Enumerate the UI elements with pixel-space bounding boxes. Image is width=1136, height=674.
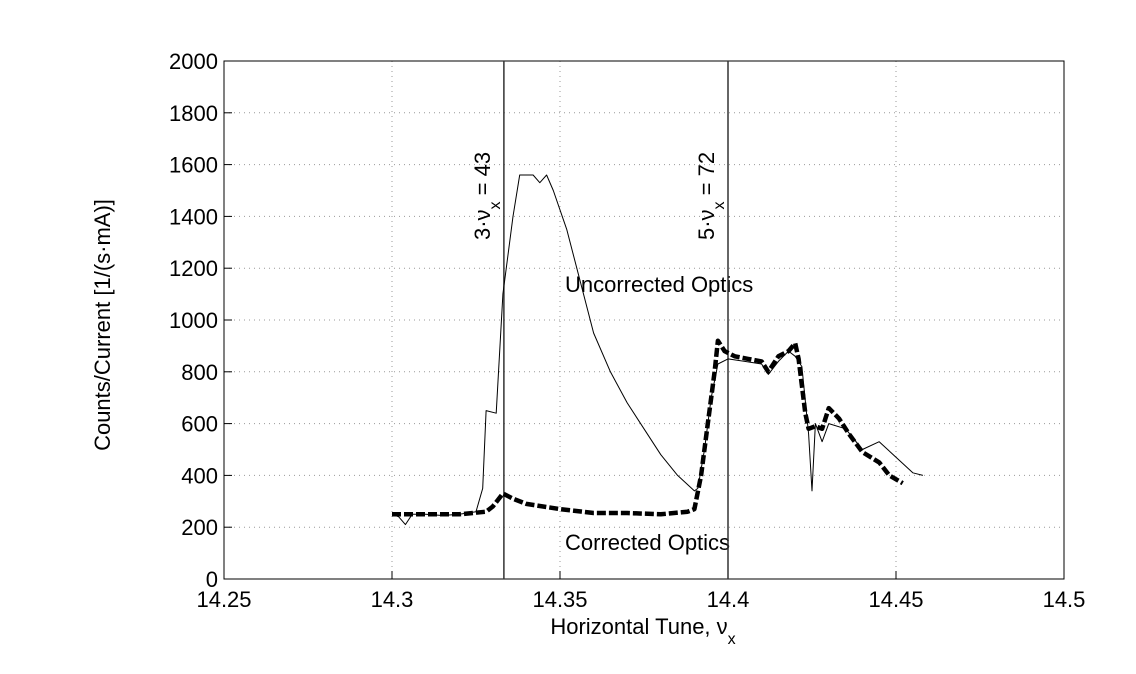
y-tick-label: 1200 bbox=[169, 256, 218, 281]
y-tick-label: 1000 bbox=[169, 308, 218, 333]
x-tick-label: 14.45 bbox=[868, 587, 923, 612]
y-tick-label: 600 bbox=[181, 412, 218, 437]
resonance-label-main: 5·ν bbox=[694, 209, 719, 240]
x-tick-label: 14.4 bbox=[707, 587, 750, 612]
data-line bbox=[392, 338, 904, 517]
y-tick-label: 1800 bbox=[169, 101, 218, 126]
y-tick-label: 2000 bbox=[169, 49, 218, 74]
resonance-label: 5·νx = 72 bbox=[694, 152, 728, 240]
x-tick-label: 14.3 bbox=[371, 587, 414, 612]
resonance-label-rest: = 72 bbox=[694, 152, 719, 202]
x-tick-label: 14.25 bbox=[196, 587, 251, 612]
y-tick-label: 1600 bbox=[169, 153, 218, 178]
axes-frame bbox=[223, 60, 1065, 580]
y-axis-label: Counts/Current [1/(s·mA)] bbox=[90, 199, 115, 451]
resonance-label-rest: = 43 bbox=[470, 152, 495, 202]
y-tick-label: 800 bbox=[181, 360, 218, 385]
resonance-label-sub: x bbox=[487, 201, 504, 209]
data-line bbox=[391, 174, 924, 526]
resonance-label-sub: x bbox=[711, 201, 728, 209]
y-tick-label: 0 bbox=[206, 567, 218, 592]
x-axis-label: Horizontal Tune, νx bbox=[550, 614, 735, 648]
x-tick-label: 14.5 bbox=[1043, 587, 1086, 612]
resonance-label-main: 3·ν bbox=[470, 209, 495, 240]
y-tick-label: 400 bbox=[181, 463, 218, 488]
series-label: Corrected Optics bbox=[565, 530, 730, 555]
x-axis-label-main: Horizontal Tune, ν bbox=[550, 614, 727, 639]
x-axis-label-sub: x bbox=[728, 631, 736, 648]
y-tick-label: 1400 bbox=[169, 204, 218, 229]
resonance-label: 3·νx = 43 bbox=[470, 152, 504, 240]
y-tick-label: 200 bbox=[181, 515, 218, 540]
series-label: Uncorrected Optics bbox=[565, 272, 753, 297]
x-tick-label: 14.35 bbox=[532, 587, 587, 612]
